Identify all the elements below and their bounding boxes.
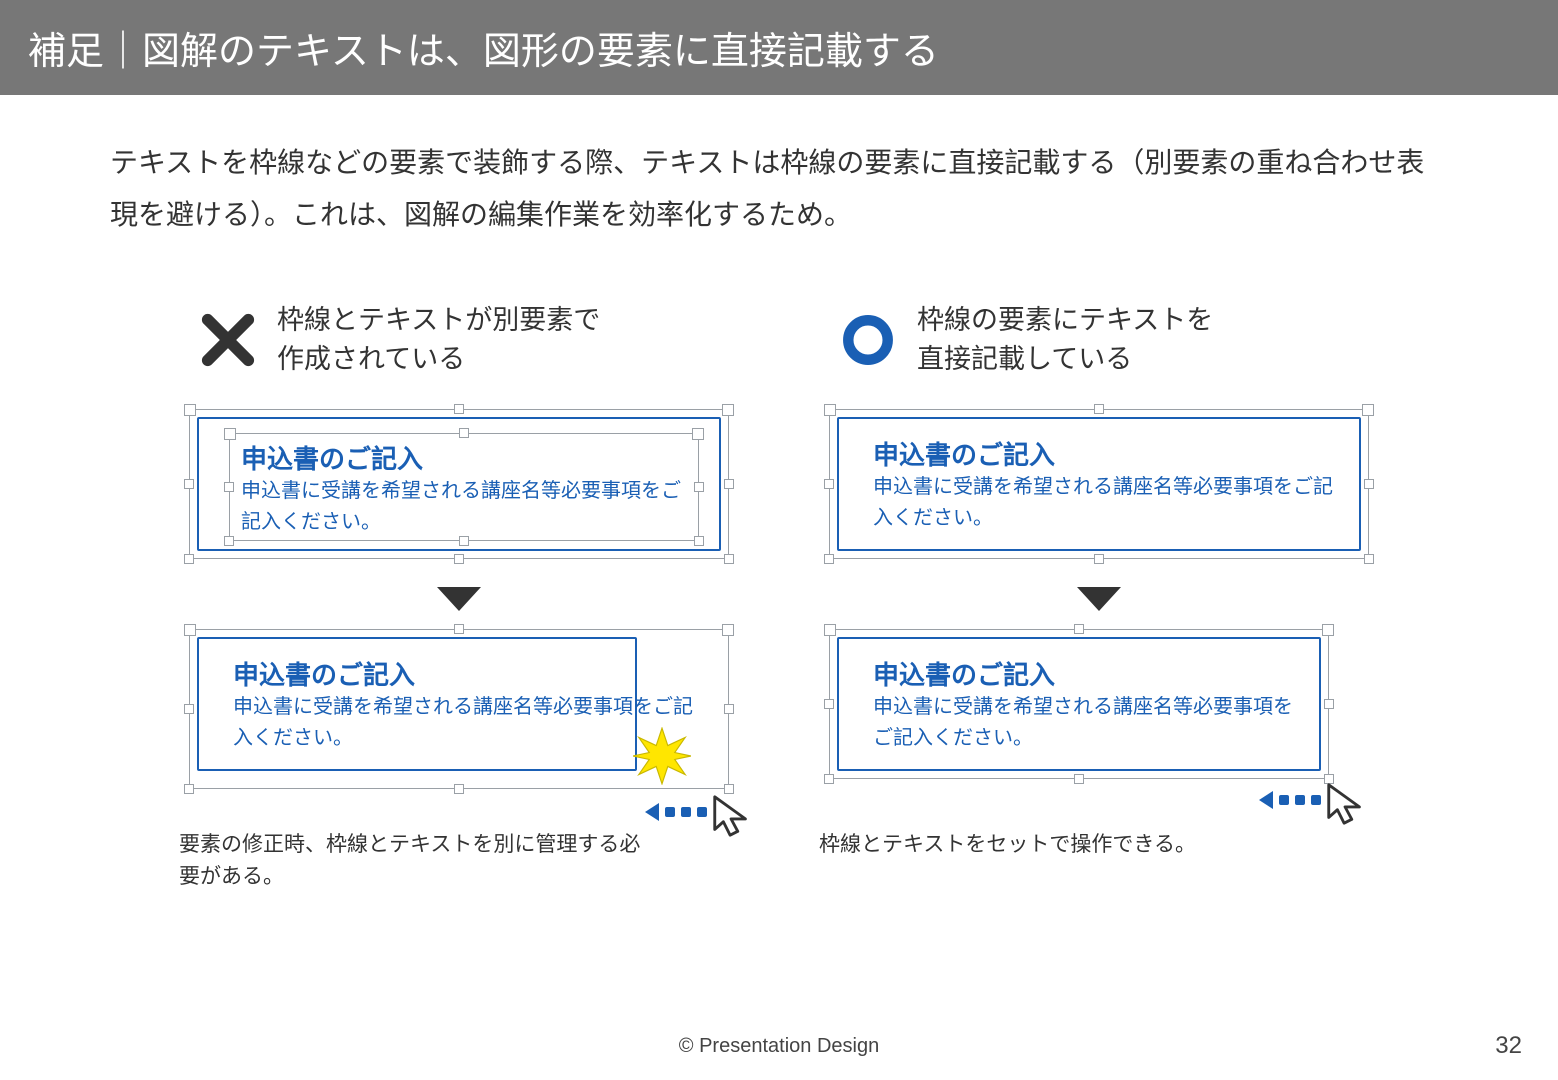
card-content: 申込書のご記入 申込書に受講を希望される講座名等必要事項をご記入ください。 bbox=[873, 655, 1293, 754]
drag-cursor bbox=[1259, 781, 1369, 827]
down-arrow-icon bbox=[437, 587, 481, 611]
card-title: 申込書のご記入 bbox=[873, 435, 1333, 472]
card-content: 申込書のご記入 申込書に受講を希望される講座名等必要事項をご記入ください。 bbox=[233, 655, 693, 754]
slide-header: 補足｜図解のテキストは、図形の要素に直接記載する bbox=[0, 0, 1558, 95]
collision-starburst-icon bbox=[633, 727, 691, 785]
good-example-bottom: 申込書のご記入 申込書に受講を希望される講座名等必要事項をご記入ください。 bbox=[829, 629, 1379, 799]
motion-trail-icon bbox=[1259, 791, 1321, 809]
cursor-icon bbox=[709, 793, 755, 839]
footer-copyright: © Presentation Design bbox=[0, 1035, 1558, 1058]
comparison-columns: 枠線とテキストが別要素で 作成されている 申込書のご記入 申込書に受講を希望され… bbox=[110, 301, 1448, 894]
motion-trail-icon bbox=[645, 803, 707, 821]
slide-title: 補足｜図解のテキストは、図形の要素に直接記載する bbox=[28, 31, 939, 73]
good-column: 枠線の要素にテキストを 直接記載している 申込書のご記入 申込書に受講を希望され… bbox=[819, 301, 1379, 894]
good-caption: 枠線とテキストをセットで操作できる。 bbox=[819, 829, 1379, 862]
card-title: 申込書のご記入 bbox=[873, 655, 1293, 692]
card-body: 申込書に受講を希望される講座名等必要事項をご記入ください。 bbox=[241, 476, 691, 538]
drag-cursor bbox=[645, 793, 755, 839]
slide-body: テキストを枠線などの要素で装飾する際、テキストは枠線の要素に直接記載する（別要素… bbox=[0, 95, 1558, 894]
lead-paragraph: テキストを枠線などの要素で装飾する際、テキストは枠線の要素に直接記載する（別要素… bbox=[110, 137, 1448, 241]
card-title: 申込書のご記入 bbox=[233, 655, 693, 692]
good-label: 枠線の要素にテキストを 直接記載している bbox=[917, 301, 1213, 379]
card-content: 申込書のご記入 申込書に受講を希望される講座名等必要事項をご記入ください。 bbox=[241, 439, 691, 538]
good-example-top: 申込書のご記入 申込書に受講を希望される講座名等必要事項をご記入ください。 bbox=[829, 409, 1379, 569]
bad-example-top: 申込書のご記入 申込書に受講を希望される講座名等必要事項をご記入ください。 bbox=[189, 409, 739, 569]
circle-icon bbox=[839, 311, 897, 369]
bad-column: 枠線とテキストが別要素で 作成されている 申込書のご記入 申込書に受講を希望され… bbox=[179, 301, 739, 894]
card-body: 申込書に受講を希望される講座名等必要事項をご記入ください。 bbox=[233, 692, 693, 754]
card-body: 申込書に受講を希望される講座名等必要事項をご記入ください。 bbox=[873, 692, 1293, 754]
bad-example-bottom: 申込書のご記入 申込書に受講を希望される講座名等必要事項をご記入ください。 bbox=[189, 629, 739, 799]
card-title: 申込書のご記入 bbox=[241, 439, 691, 476]
good-header: 枠線の要素にテキストを 直接記載している bbox=[819, 301, 1379, 379]
bad-label: 枠線とテキストが別要素で 作成されている bbox=[277, 301, 600, 379]
cursor-icon bbox=[1323, 781, 1369, 827]
card-content: 申込書のご記入 申込書に受講を希望される講座名等必要事項をご記入ください。 bbox=[873, 435, 1333, 534]
bad-header: 枠線とテキストが別要素で 作成されている bbox=[179, 301, 739, 379]
page-number: 32 bbox=[1495, 1032, 1522, 1060]
card-body: 申込書に受講を希望される講座名等必要事項をご記入ください。 bbox=[873, 472, 1333, 534]
bad-caption: 要素の修正時、枠線とテキストを別に管理する必要がある。 bbox=[179, 829, 659, 894]
down-arrow-icon bbox=[1077, 587, 1121, 611]
cross-icon bbox=[199, 311, 257, 369]
